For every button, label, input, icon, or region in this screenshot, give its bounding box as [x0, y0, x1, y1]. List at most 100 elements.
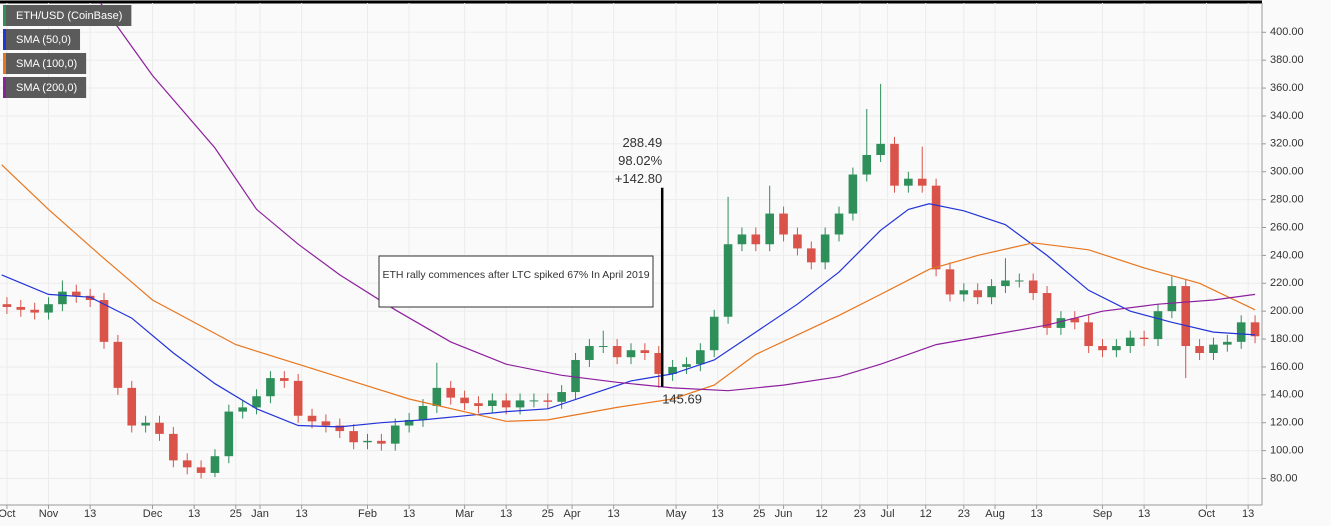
- candle-body: [1056, 318, 1066, 328]
- candle-body: [557, 392, 566, 402]
- x-tick-label: 13: [500, 508, 512, 520]
- candle-body: [723, 244, 733, 317]
- grid: 80.00 100.00 120.00 140.00 160.00 180.00 200.0…: [0, 3, 1304, 520]
- candle-body: [585, 346, 594, 360]
- candle-body: [696, 350, 705, 365]
- y-tick-label: 380.00: [1270, 54, 1304, 66]
- candle-body: [349, 431, 358, 443]
- candle-body: [876, 143, 885, 155]
- candle-body: [682, 364, 691, 367]
- candle-body: [363, 440, 372, 443]
- candle-body: [266, 378, 275, 397]
- candle-body: [307, 415, 317, 422]
- x-tick-label: 13: [1242, 508, 1254, 520]
- candle-body: [1181, 286, 1191, 347]
- candle-body: [1098, 346, 1107, 351]
- candle-body: [293, 380, 303, 416]
- x-tick-label: Oct: [1198, 508, 1215, 520]
- candle-body: [99, 300, 109, 342]
- candle-body: [1001, 280, 1010, 287]
- candle-body: [252, 396, 261, 408]
- candle-body: [30, 309, 39, 313]
- y-tick-label: 260.00: [1270, 221, 1304, 233]
- candle-body: [945, 269, 955, 295]
- candle-body: [404, 419, 414, 426]
- candle-body: [210, 456, 220, 473]
- annotation-box: [378, 255, 654, 308]
- candle-body: [474, 403, 483, 406]
- candle-body: [917, 178, 927, 186]
- x-tick-label: 13: [84, 508, 96, 520]
- legend-box: [3, 77, 87, 98]
- x-tick-label: May: [666, 508, 687, 520]
- annotations: ETH rally commences after LTC spiked 67%…: [378, 135, 702, 406]
- x-tick-label: 25: [542, 508, 554, 520]
- candle-body: [1250, 322, 1260, 337]
- legend-label: SMA (50,0): [16, 34, 71, 46]
- candle-body: [640, 350, 650, 354]
- x-tick-label: 13: [188, 508, 200, 520]
- sma-line: [100, 2, 1256, 392]
- legend-box: [3, 29, 81, 50]
- legend-label: SMA (200,0): [16, 82, 77, 94]
- candle-body: [529, 400, 539, 402]
- y-tick-label: 200.00: [1270, 305, 1304, 317]
- candle-body: [598, 346, 608, 348]
- x-tick-label: Jun: [775, 508, 793, 520]
- candle-body: [1070, 318, 1080, 323]
- candle-body: [141, 422, 150, 426]
- candle-body: [1112, 346, 1121, 351]
- x-tick-label: Aug: [985, 508, 1005, 520]
- x-tick-label: Sep: [1093, 508, 1113, 520]
- candle-body: [626, 350, 636, 358]
- x-tick-label: 25: [230, 508, 242, 520]
- candle-body: [127, 387, 137, 426]
- y-tick-label: 140.00: [1270, 389, 1304, 401]
- y-tick-label: 220.00: [1270, 277, 1304, 289]
- y-tick-label: 360.00: [1270, 82, 1304, 94]
- candle-body: [377, 440, 386, 444]
- candle-body: [1167, 286, 1177, 312]
- x-tick-label: Jan: [251, 508, 269, 520]
- candle-body: [668, 366, 677, 374]
- candle-body: [224, 411, 234, 457]
- candle-body: [806, 248, 816, 263]
- x-tick-label: Oct: [0, 508, 15, 520]
- candle-body: [820, 234, 830, 263]
- sma-line: [1, 164, 1256, 422]
- y-tick-label: 300.00: [1270, 166, 1304, 178]
- candle-body: [1223, 341, 1232, 345]
- candle-body: [987, 286, 996, 298]
- x-tick-label: 13: [712, 508, 724, 520]
- annotation-text: ETH rally commences after LTC spiked 67%…: [382, 269, 649, 281]
- y-tick-label: 340.00: [1270, 110, 1304, 122]
- candle-body: [612, 346, 622, 358]
- candle-body: [321, 421, 331, 426]
- candle-body: [737, 234, 747, 245]
- legend-swatch: [3, 5, 6, 26]
- candle-body: [1195, 346, 1204, 354]
- candle-body: [16, 306, 26, 310]
- x-tick-label: 23: [854, 508, 866, 520]
- candle-body: [169, 433, 178, 461]
- candle-body: [71, 291, 81, 296]
- legend-swatch: [3, 77, 6, 98]
- sma-line: [1, 203, 1256, 428]
- candle-body: [862, 154, 872, 175]
- y-tick-label: 400.00: [1270, 26, 1304, 38]
- legend: ETH/USD (CoinBase) SMA (50,0) SMA (100,0) S…: [3, 5, 132, 98]
- candle-body: [1028, 280, 1038, 294]
- candle-body: [571, 359, 580, 393]
- legend-swatch: [3, 29, 6, 50]
- y-tick-label: 280.00: [1270, 194, 1304, 206]
- x-tick-label: 12: [920, 508, 932, 520]
- candle-body: [196, 467, 206, 473]
- measure-change: +142.80: [615, 171, 662, 186]
- x-tick-label: 23: [958, 508, 970, 520]
- marks: [1, 2, 1260, 479]
- y-tick-label: 160.00: [1270, 361, 1304, 373]
- candle-body: [779, 213, 788, 235]
- x-tick-label: Jul: [881, 508, 895, 520]
- candle-body: [501, 400, 511, 408]
